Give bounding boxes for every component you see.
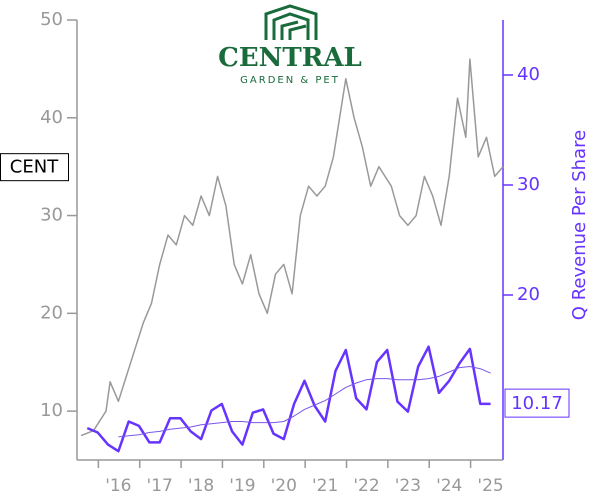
series-line — [80, 58, 504, 437]
y-tick-label: 30 — [40, 205, 63, 226]
x-tick-label: '25 — [477, 476, 503, 496]
x-tick-label: '18 — [188, 476, 214, 496]
x-tick-label: '22 — [353, 476, 379, 496]
x-tick-label: '24 — [436, 476, 462, 496]
y2-tick-label: 30 — [517, 174, 540, 195]
y2-tick-label: 20 — [517, 284, 540, 305]
value-box — [504, 388, 570, 418]
logo-icon — [264, 4, 318, 40]
y-tick-label: 10 — [40, 400, 63, 421]
y-tick-label: 50 — [40, 9, 63, 30]
x-tick-label: '23 — [395, 476, 421, 496]
x-tick-label: '21 — [312, 476, 338, 496]
ticker-label: CENT — [10, 157, 59, 178]
logo: CENTRAL GARDEN & PET — [218, 4, 362, 86]
series-line — [118, 366, 491, 438]
ticker-box — [0, 153, 69, 182]
x-tick-label: '16 — [105, 476, 131, 496]
y-tick-label: 40 — [40, 107, 63, 128]
y2-tick-label: 40 — [517, 64, 540, 85]
logo-tagline: GARDEN & PET — [240, 75, 340, 86]
x-tick-label: '17 — [147, 476, 173, 496]
y2-axis-label: Q Revenue Per Share — [569, 130, 590, 320]
x-tick-label: '19 — [229, 476, 255, 496]
y-tick-label: 20 — [40, 302, 63, 323]
x-tick-label: '20 — [271, 476, 297, 496]
series-line — [86, 345, 491, 453]
last-value-label: 10.17 — [511, 393, 563, 414]
logo-name: CENTRAL — [218, 43, 362, 73]
